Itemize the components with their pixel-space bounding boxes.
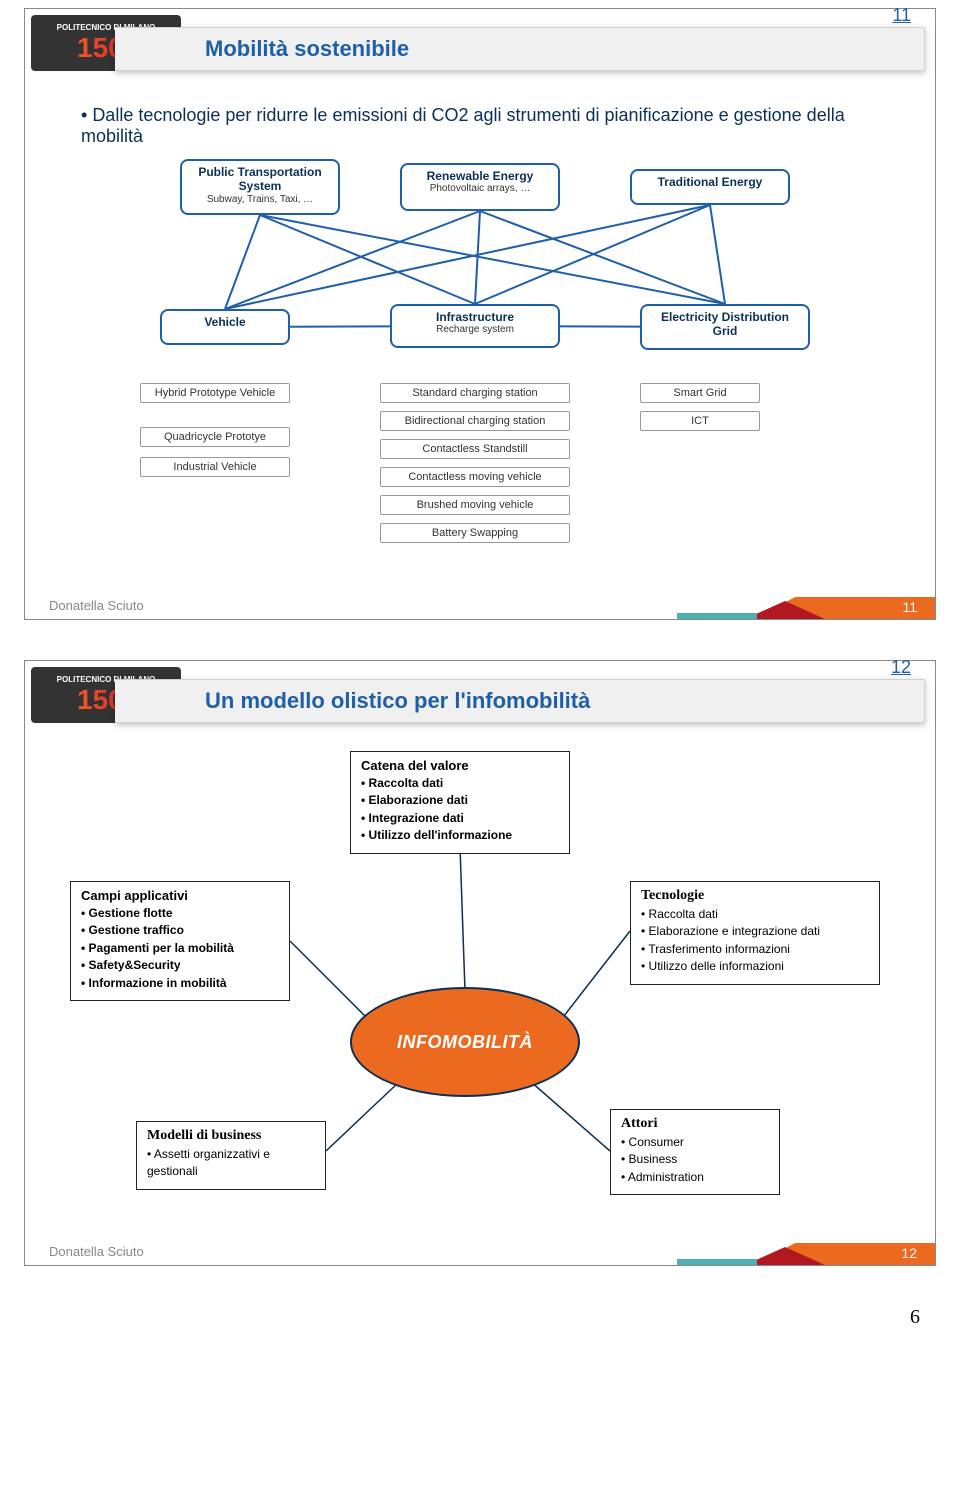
oval-label: INFOMOBILITÀ: [397, 1032, 533, 1053]
node-infra: InfrastructureRecharge system: [390, 304, 560, 348]
footer-author: Donatella Sciuto: [49, 598, 144, 613]
title-band: Mobilità sostenibile: [115, 27, 925, 71]
slide-11: 11 POLITECNICO DI MILANO 150° Mobilità s…: [24, 8, 936, 620]
slide-12: 12 POLITECNICO DI MILANO 150° Un modello…: [24, 660, 936, 1266]
slide-footer: Donatella Sciuto 11: [25, 585, 935, 619]
subnode-g-qp: Quadricycle Prototye: [140, 427, 290, 447]
node-pts: Public Transportation SystemSubway, Trai…: [180, 159, 340, 215]
slide-title: Mobilità sostenibile: [205, 36, 409, 62]
panel-catena: Catena del valoreRaccolta datiElaborazio…: [350, 751, 570, 854]
subnode-g-bcs: Bidirectional charging station: [380, 411, 570, 431]
footer-page-num: 11: [902, 599, 917, 615]
footer-decoration: [635, 597, 935, 619]
subnode-g-cmv: Contactless moving vehicle: [380, 467, 570, 487]
subnode-g-iv: Industrial Vehicle: [140, 457, 290, 477]
document-page-number: 6: [0, 1306, 960, 1341]
holistic-model-diagram: INFOMOBILITÀ Catena del valoreRaccolta d…: [70, 751, 890, 1221]
slide-header: POLITECNICO DI MILANO 150° Un modello ol…: [25, 661, 935, 741]
panel-tecnologie: TecnologieRaccolta datiElaborazione e in…: [630, 881, 880, 985]
slide-body: Dalle tecnologie per ridurre le emission…: [25, 89, 935, 585]
subnode-g-bmv: Brushed moving vehicle: [380, 495, 570, 515]
slide-title: Un modello olistico per l'infomobilità: [205, 688, 590, 714]
subnode-g-bs: Battery Swapping: [380, 523, 570, 543]
subnode-g-ict: ICT: [640, 411, 760, 431]
node-ren: Renewable EnergyPhotovoltaic arrays, …: [400, 163, 560, 211]
bullet-line: Dalle tecnologie per ridurre le emission…: [81, 105, 895, 147]
slide-footer: Donatella Sciuto 12: [25, 1231, 935, 1265]
title-band: Un modello olistico per l'infomobilità: [115, 679, 925, 723]
network-diagram: Public Transportation SystemSubway, Trai…: [100, 159, 860, 569]
slide-header: POLITECNICO DI MILANO 150° Mobilità sost…: [25, 9, 935, 89]
footer-decoration: [635, 1243, 935, 1265]
subnode-g-scs: Standard charging station: [380, 383, 570, 403]
infomobility-oval: INFOMOBILITÀ: [350, 987, 580, 1097]
subnode-g-cs: Contactless Standstill: [380, 439, 570, 459]
node-grid: Electricity Distribution Grid: [640, 304, 810, 350]
footer-page-num: 12: [901, 1245, 917, 1261]
subnode-g-sg: Smart Grid: [640, 383, 760, 403]
panel-attori: AttoriConsumerBusinessAdministration: [610, 1109, 780, 1195]
panel-campi: Campi applicativiGestione flotteGestione…: [70, 881, 290, 1001]
node-trad: Traditional Energy: [630, 169, 790, 205]
panel-modelli: Modelli di businessAssetti organizzativi…: [136, 1121, 326, 1190]
slide-body: INFOMOBILITÀ Catena del valoreRaccolta d…: [25, 741, 935, 1231]
footer-author: Donatella Sciuto: [49, 1244, 144, 1259]
subnode-g-hpv: Hybrid Prototype Vehicle: [140, 383, 290, 403]
node-veh: Vehicle: [160, 309, 290, 345]
